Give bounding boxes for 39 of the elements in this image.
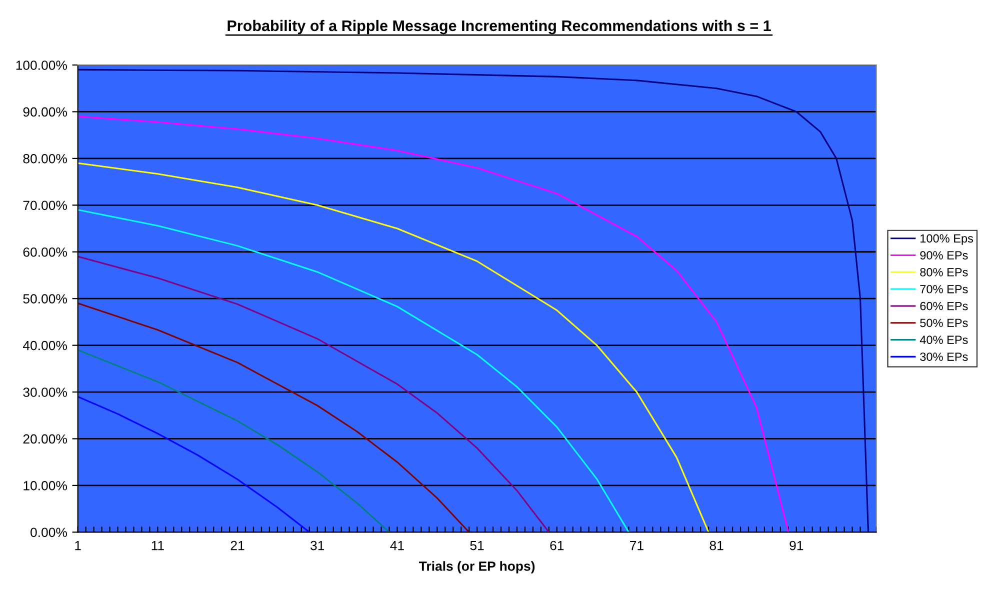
x-tick-label: 21	[230, 540, 244, 550]
y-tick-label: 10.00%	[24, 481, 67, 490]
line-series	[78, 396, 310, 532]
line-series	[78, 302, 470, 532]
line-series	[78, 68, 870, 532]
x-tick-label: 1	[75, 540, 81, 550]
legend-label: 90% EPs	[920, 251, 968, 260]
y-tick-label: 90.00%	[23, 107, 67, 117]
legend-label: 70% EPs	[920, 284, 968, 294]
x-tick-label: 31	[310, 540, 324, 550]
legend-label: 40% EPs	[920, 336, 968, 344]
legend-label: 100% Eps	[920, 234, 974, 245]
x-tick-label: 41	[390, 540, 404, 550]
y-tick-label: 50.00%	[23, 294, 67, 304]
y-tick-label: 80.00%	[23, 154, 67, 164]
legend-label: 80% EPs	[920, 268, 968, 276]
y-tick-label: 40.00%	[22, 340, 67, 350]
x-tick-label: 71	[630, 540, 644, 550]
y-tick-label: 100.00%	[16, 60, 67, 70]
y-tick-label: 60.00%	[23, 247, 67, 257]
x-tick-label: 61	[550, 540, 564, 550]
chart-title: Probability of a Ripple Message Incrementing Recommendations with s = 1	[228, 20, 771, 34]
x-tick-label: 51	[470, 540, 484, 550]
line-series	[78, 116, 790, 532]
line-series	[78, 349, 390, 532]
y-tick-label: 70.00%	[23, 200, 67, 210]
line-series	[78, 256, 550, 532]
y-tick-label: 0.00%	[30, 528, 67, 538]
line-series	[78, 209, 630, 532]
line-series	[78, 162, 710, 532]
legend-label: 60% EPs	[920, 302, 968, 310]
y-tick-label: 20.00%	[23, 434, 67, 444]
x-tick-label: 91	[790, 540, 804, 550]
legend-label: 50% EPs	[920, 318, 968, 328]
y-tick-label: 30.00%	[23, 388, 67, 397]
x-tick-label: 81	[710, 540, 724, 550]
x-axis-title: Trials (or EP hops)	[419, 561, 535, 574]
legend-label: 30% EPs	[920, 352, 968, 361]
x-tick-label: 11	[152, 540, 164, 550]
